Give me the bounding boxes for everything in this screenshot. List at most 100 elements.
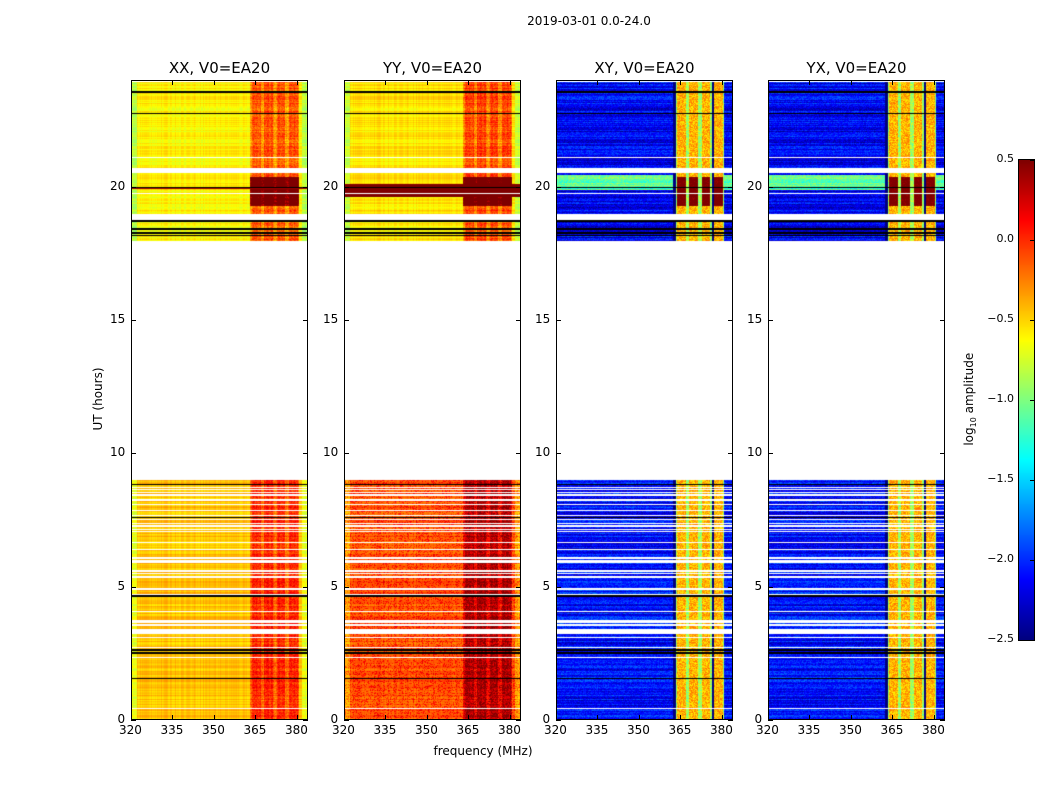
y-tick-mark [303,320,308,321]
y-tick-mark [556,720,561,721]
x-tick-mark [509,80,511,85]
y-tick-label: 15 [110,312,126,326]
colorbar-label-sub: 10 [969,417,979,428]
x-tick-label: 365 [668,723,692,737]
panel-title: XX, V0=EA20 [168,59,271,77]
x-tick-mark [131,80,132,85]
x-tick-label: 380 [497,723,521,737]
x-tick-label: 350 [414,723,438,737]
y-tick-label: 20 [535,178,551,193]
y-tick-mark [344,720,349,721]
y-tick-mark [940,453,945,455]
x-tick-label: 335 [585,723,609,737]
y-tick-mark [131,320,136,321]
x-tick-mark [296,715,298,720]
y-tick-mark [344,586,349,588]
colorbar-tick-mark [1030,560,1035,561]
y-tick-mark [516,586,521,588]
y-tick-label: 10 [747,445,763,460]
y-tick-label: 0 [330,712,339,726]
heatmap-panel-xy [556,80,733,720]
colorbar-gradient [1019,160,1034,640]
x-tick-mark [213,715,215,720]
x-tick-mark [768,715,769,720]
colorbar-tick-mark [1030,320,1035,321]
y-tick-label: 10 [110,445,126,460]
x-tick-mark [638,715,640,720]
y-tick-mark [303,186,308,188]
x-tick-mark [426,715,428,720]
y-tick-label: 15 [535,312,551,326]
y-tick-label: 20 [747,178,763,193]
x-tick-mark [933,80,935,85]
colorbar-tick-label: −1.5 [987,472,1014,485]
y-tick-label: 15 [747,312,763,326]
x-tick-mark [385,80,387,85]
colorbar-tick-label: −1.0 [987,392,1014,405]
y-tick-mark [131,186,136,188]
x-tick-label: 350 [201,723,225,737]
x-tick-label: 350 [626,723,650,737]
y-tick-mark [728,320,733,321]
y-tick-mark [768,720,773,721]
x-tick-label: 365 [880,723,904,737]
x-tick-label: 335 [373,723,397,737]
colorbar-tick-mark [1030,480,1035,481]
y-tick-label: 0 [542,712,551,726]
y-tick-mark [768,453,773,455]
x-tick-mark [213,80,215,85]
y-tick-label: 20 [110,178,126,193]
y-tick-mark [940,186,945,188]
y-tick-label: 5 [330,578,339,593]
x-tick-mark [255,715,257,720]
x-tick-mark [296,80,298,85]
y-tick-label: 20 [323,178,339,193]
x-tick-label: 380 [284,723,308,737]
x-tick-mark [556,80,557,85]
colorbar-tick-label: −2.0 [987,552,1014,565]
colorbar-tick-mark [1030,400,1035,401]
y-tick-mark [344,186,349,188]
x-tick-mark [680,80,682,85]
y-tick-mark [556,186,561,188]
heatmap-image [345,81,520,719]
x-tick-mark [809,80,811,85]
y-tick-mark [516,320,521,321]
y-tick-mark [940,320,945,321]
x-tick-mark [850,715,852,720]
y-tick-mark [556,453,561,455]
x-tick-label: 380 [921,723,945,737]
heatmap-image [557,81,732,719]
y-tick-label: 10 [535,445,551,460]
x-tick-mark [172,715,174,720]
y-tick-mark [131,586,136,588]
colorbar-tick-mark [1030,240,1035,241]
heatmap-image [132,81,307,719]
heatmap-image [769,81,944,719]
heatmap-panel-xx [131,80,308,720]
y-tick-label: 5 [117,578,126,593]
y-tick-mark [303,453,308,455]
x-tick-label: 320 [756,723,779,737]
x-tick-mark [850,80,852,85]
x-tick-mark [892,715,894,720]
panel-title: YY, V0=EA20 [382,59,483,77]
x-tick-mark [597,80,599,85]
x-tick-mark [172,80,174,85]
x-axis-label: frequency (MHz) [433,744,533,758]
y-tick-mark [303,720,308,721]
y-tick-label: 15 [323,312,339,326]
heatmap-panel-yx [768,80,945,720]
x-tick-mark [255,80,257,85]
x-tick-mark [809,715,811,720]
y-tick-mark [728,186,733,188]
x-tick-mark [385,715,387,720]
y-tick-mark [768,320,773,321]
x-tick-label: 365 [456,723,480,737]
y-tick-mark [728,720,733,721]
y-tick-mark [768,186,773,188]
x-tick-mark [721,715,723,720]
colorbar-tick-label: 0.0 [996,232,1015,245]
y-tick-mark [768,586,773,588]
